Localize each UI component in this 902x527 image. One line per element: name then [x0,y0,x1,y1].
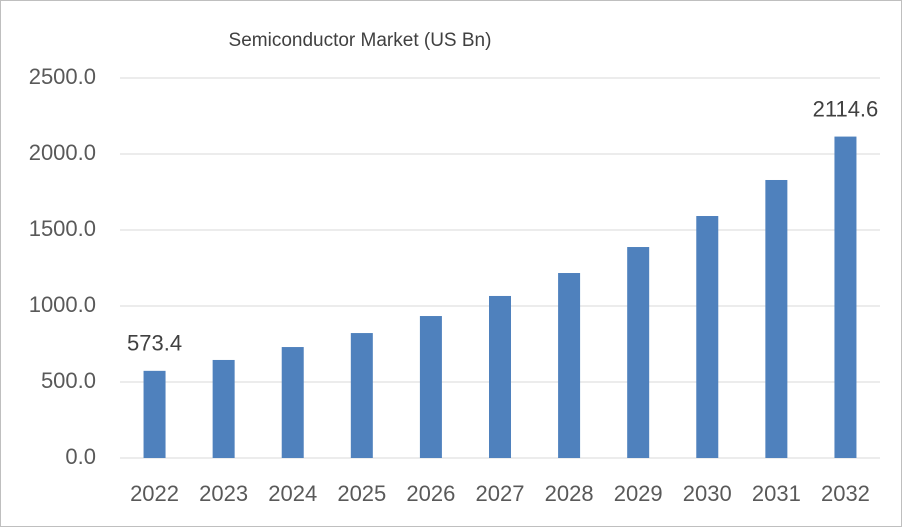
x-tick-label: 2022 [130,481,179,506]
bar [627,247,650,458]
y-tick-label: 1500.0 [29,216,96,241]
bar [834,136,857,458]
bar [696,216,719,458]
data-label: 2114.6 [813,96,879,121]
x-tick-label: 2027 [476,481,525,506]
y-tick-label: 0.0 [65,444,96,469]
x-tick-label: 2023 [199,481,248,506]
x-tick-label: 2031 [752,481,801,506]
x-tick-label: 2028 [545,481,594,506]
x-tick-label: 2030 [683,481,732,506]
bar [212,359,235,458]
y-tick-label: 1000.0 [29,292,96,317]
x-tick-label: 2025 [337,481,386,506]
x-tick-label: 2032 [821,481,870,506]
x-tick-label: 2026 [406,481,455,506]
bar [765,179,788,458]
bar [143,370,166,458]
y-tick-label: 500.0 [41,368,96,393]
bar [419,316,442,458]
x-tick-label: 2029 [614,481,663,506]
y-tick-label: 2000.0 [29,140,96,165]
chart-title: Semiconductor Market (US Bn) [229,30,492,51]
y-tick-label: 2500.0 [29,64,96,89]
bar [558,273,581,458]
bar [489,295,511,458]
x-tick-label: 2024 [268,481,317,506]
data-label: 573.4 [127,331,182,356]
bar [281,347,304,458]
bar [350,333,373,458]
